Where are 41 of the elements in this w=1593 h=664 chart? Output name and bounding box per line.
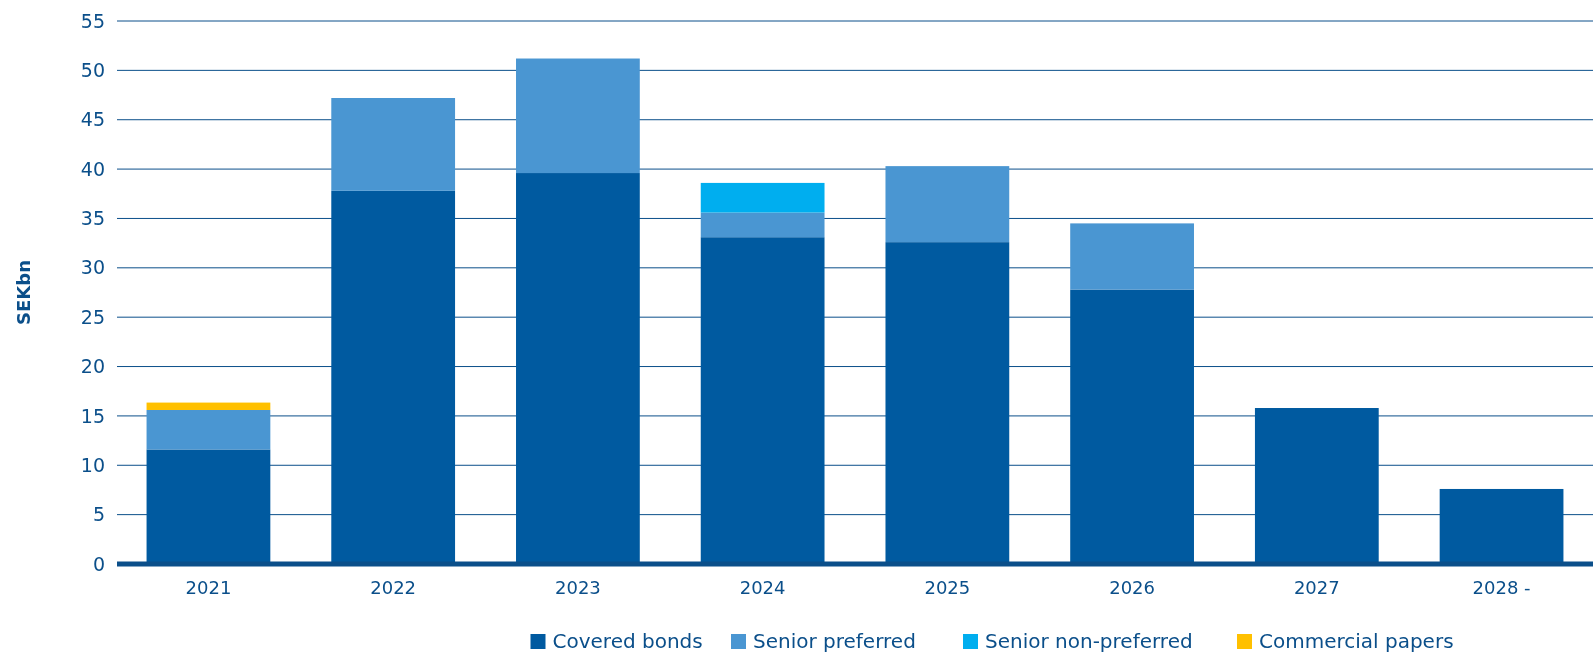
bar: [146, 449, 271, 564]
bar: [146, 409, 271, 450]
x-tick-label: 2026: [1109, 577, 1155, 598]
y-tick-label: 15: [80, 404, 105, 427]
y-tick-label: 10: [80, 453, 105, 476]
legend-label: Commercial papers: [1259, 629, 1454, 653]
x-tick-label: 2025: [924, 577, 971, 598]
bar: [1254, 408, 1379, 564]
bar: [146, 402, 271, 410]
y-tick-label: 20: [80, 355, 105, 378]
bar: [516, 58, 640, 174]
x-tick-label: 2024: [739, 577, 786, 598]
y-tick-label: 30: [80, 256, 105, 279]
bar: [331, 190, 456, 564]
y-axis-title: SEKbn: [13, 260, 34, 325]
legend-label: Senior non-preferred: [985, 629, 1193, 653]
x-tick-label: 2022: [370, 577, 417, 598]
bar: [885, 166, 1010, 243]
bar: [331, 98, 456, 191]
bar: [700, 237, 825, 564]
bar: [516, 173, 640, 564]
y-tick-label: 5: [92, 503, 105, 526]
bar: [700, 212, 825, 238]
legend-label: Covered bonds: [552, 629, 703, 653]
x-tick-label: 2021: [185, 577, 232, 598]
y-tick-label: 35: [80, 207, 105, 230]
y-tick-label: 25: [80, 305, 105, 328]
x-tick-label: 2028 -: [1472, 577, 1531, 598]
y-tick-label: 50: [80, 59, 105, 82]
y-tick-label: 0: [92, 552, 105, 575]
bar: [885, 242, 1010, 564]
x-tick-label: 2023: [555, 577, 601, 598]
bar: [1070, 289, 1194, 564]
bar: [1070, 223, 1194, 290]
y-tick-label: 45: [80, 108, 105, 131]
bar: [700, 182, 825, 213]
x-tick-label: 2027: [1293, 577, 1340, 598]
legend-label: Senior preferred: [753, 629, 916, 653]
y-tick-label: 40: [80, 157, 105, 180]
bar: [1439, 488, 1564, 564]
y-tick-label: 55: [80, 9, 105, 32]
